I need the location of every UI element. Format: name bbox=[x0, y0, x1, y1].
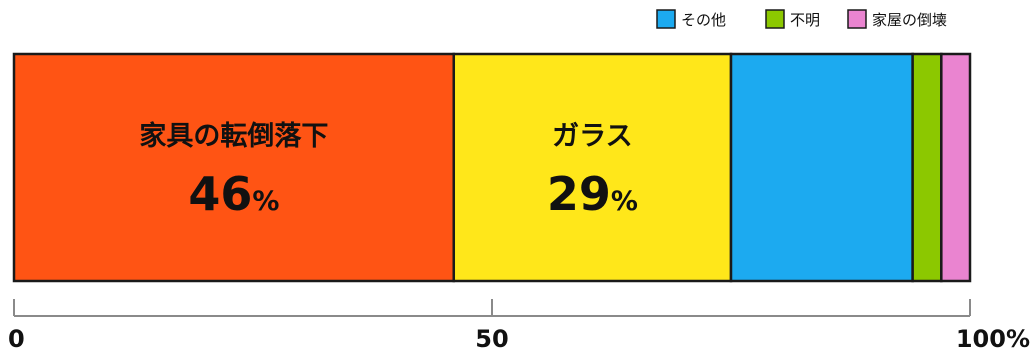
segment-0-value-number: 46 bbox=[188, 167, 252, 221]
segment-1-name-label: ガラス bbox=[552, 121, 632, 152]
legend-label-2: 家屋の倒壊 bbox=[872, 11, 947, 29]
segment-1-value-number: 29 bbox=[547, 167, 611, 221]
x-tick-label-0: 0 bbox=[8, 325, 25, 353]
bar-segment-1 bbox=[452, 52, 733, 283]
segment-labels: 家具の転倒落下 46% ガラス 29% bbox=[139, 120, 638, 221]
legend-swatch-2 bbox=[847, 9, 867, 29]
legend-label-0: その他 bbox=[681, 11, 726, 29]
segment-0-name-label: 家具の転倒落下 bbox=[139, 120, 328, 152]
segment-0-value-unit: % bbox=[252, 186, 279, 217]
segment-1-value-label: 29% bbox=[547, 167, 638, 221]
segment-0-value-label: 46% bbox=[188, 167, 279, 221]
legend-label-1: 不明 bbox=[790, 11, 820, 29]
bar-segments bbox=[12, 52, 972, 283]
bar-segment-0 bbox=[12, 52, 456, 283]
x-tick-label-2: 100% bbox=[956, 325, 1030, 353]
legend-swatch-0 bbox=[656, 9, 676, 29]
x-axis: 0 50 100% bbox=[8, 299, 1030, 353]
legend-swatch-1 bbox=[765, 9, 785, 29]
bar-segment-3 bbox=[911, 52, 943, 283]
bar-segment-2 bbox=[729, 52, 914, 283]
legend: その他 不明 家屋の倒壊 bbox=[656, 9, 947, 29]
segment-1-value-unit: % bbox=[611, 186, 638, 217]
x-tick-label-1: 50 bbox=[475, 325, 508, 353]
bar-segment-4 bbox=[940, 52, 972, 283]
